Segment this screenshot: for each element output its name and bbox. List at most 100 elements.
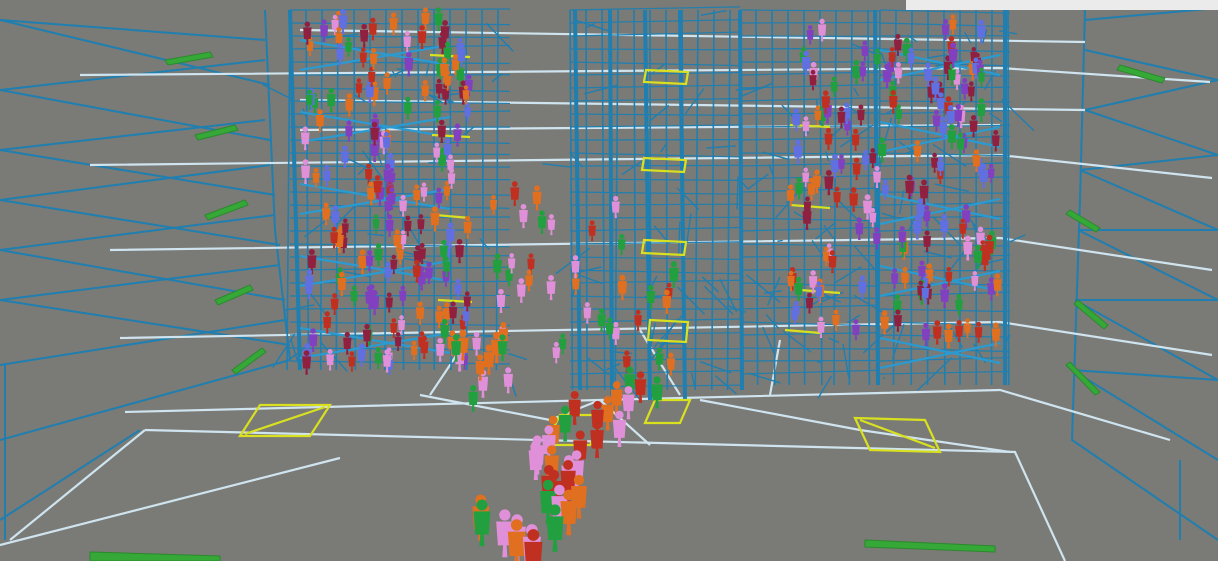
pedestrian bbox=[830, 154, 840, 178]
green-markers bbox=[89, 51, 1166, 561]
pedestrian bbox=[894, 62, 903, 84]
pedestrian bbox=[888, 89, 898, 114]
pedestrian bbox=[365, 285, 374, 310]
pedestrian bbox=[390, 254, 398, 275]
pedestrian bbox=[338, 8, 348, 35]
pedestrian bbox=[420, 182, 428, 202]
pedestrian bbox=[898, 226, 907, 248]
pedestrian bbox=[532, 185, 542, 211]
pedestrian bbox=[634, 371, 647, 403]
pedestrian bbox=[905, 174, 914, 200]
pedestrian bbox=[833, 186, 841, 208]
pedestrian bbox=[321, 202, 331, 226]
pedestrian bbox=[858, 275, 867, 299]
pedestrian bbox=[433, 99, 442, 123]
pedestrian bbox=[852, 157, 861, 181]
pedestrian bbox=[388, 167, 396, 187]
pedestrian bbox=[936, 92, 945, 115]
pedestrian bbox=[552, 342, 561, 364]
pedestrian bbox=[440, 318, 450, 344]
pedestrian bbox=[437, 147, 447, 172]
pedestrian bbox=[345, 37, 353, 57]
pedestrian bbox=[496, 288, 506, 314]
pedestrian bbox=[944, 323, 954, 348]
pedestrian bbox=[832, 309, 840, 331]
pedestrian bbox=[365, 250, 374, 272]
pedestrian bbox=[345, 93, 354, 117]
pedestrian bbox=[919, 179, 929, 205]
pedestrian bbox=[368, 17, 377, 41]
pedestrian bbox=[973, 244, 983, 270]
pedestrian bbox=[922, 205, 931, 227]
pedestrian bbox=[403, 31, 412, 53]
pedestrian bbox=[939, 214, 949, 239]
pedestrian bbox=[880, 310, 889, 335]
pedestrian bbox=[792, 300, 800, 321]
pedestrian bbox=[786, 184, 795, 207]
pedestrian bbox=[852, 319, 860, 341]
pedestrian bbox=[315, 109, 325, 133]
pedestrian bbox=[410, 340, 418, 360]
pedestrian bbox=[809, 69, 817, 91]
pedestrian bbox=[974, 321, 983, 343]
pedestrian bbox=[417, 25, 427, 50]
pedestrian bbox=[859, 61, 867, 82]
pedestrian bbox=[435, 305, 444, 328]
pedestrian bbox=[453, 123, 462, 147]
pedestrian bbox=[442, 302, 451, 326]
pedestrian bbox=[430, 206, 440, 232]
pedestrian bbox=[385, 292, 393, 313]
pedestrian bbox=[945, 266, 953, 287]
pedestrian bbox=[340, 145, 349, 169]
pedestrian bbox=[434, 7, 443, 31]
pedestrian bbox=[359, 47, 367, 68]
pedestrian bbox=[877, 137, 887, 163]
pedestrian bbox=[940, 283, 950, 309]
pedestrian bbox=[341, 218, 349, 238]
pedestrian bbox=[374, 347, 383, 369]
pedestrian bbox=[622, 350, 631, 373]
pedestrian bbox=[399, 194, 408, 217]
pedestrian bbox=[320, 19, 329, 42]
pedestrian bbox=[610, 381, 623, 414]
pedestrian bbox=[418, 331, 426, 353]
pedestrian bbox=[837, 154, 845, 174]
pedestrian bbox=[817, 18, 827, 42]
pedestrian bbox=[489, 194, 498, 215]
pedestrian bbox=[893, 294, 902, 318]
pedestrian bbox=[437, 119, 446, 144]
pedestrian bbox=[590, 420, 604, 458]
pedestrian bbox=[611, 195, 620, 219]
pedestrian bbox=[869, 207, 877, 228]
pedestrian bbox=[808, 270, 818, 294]
pedestrian bbox=[954, 104, 963, 127]
pedestrian bbox=[435, 187, 443, 209]
pedestrian bbox=[412, 259, 422, 283]
pedestrian bbox=[946, 104, 955, 129]
pedestrian bbox=[443, 41, 452, 65]
pedestrian bbox=[873, 165, 882, 189]
pedestrian bbox=[455, 238, 464, 264]
pedestrian bbox=[812, 169, 822, 194]
pedestrian-agents bbox=[300, 7, 1002, 561]
pedestrian bbox=[959, 218, 967, 239]
pedestrian bbox=[801, 50, 811, 76]
pedestrian bbox=[417, 214, 425, 235]
pedestrian bbox=[463, 215, 472, 239]
pedestrian bbox=[815, 281, 823, 302]
pedestrian bbox=[802, 116, 810, 137]
pedestrian bbox=[795, 177, 804, 200]
pedestrian bbox=[666, 352, 675, 376]
pedestrian bbox=[421, 7, 430, 30]
pedestrian bbox=[921, 282, 930, 304]
pedestrian bbox=[443, 138, 452, 161]
pedestrian bbox=[463, 291, 471, 312]
pedestrian bbox=[462, 85, 470, 105]
pedestrian bbox=[936, 156, 944, 176]
pedestrian bbox=[901, 267, 909, 289]
pedestrian bbox=[612, 410, 626, 447]
pedestrian bbox=[794, 276, 803, 301]
pedestrian bbox=[323, 165, 331, 187]
corner-mask bbox=[906, 0, 1218, 10]
pedestrian bbox=[651, 376, 663, 409]
